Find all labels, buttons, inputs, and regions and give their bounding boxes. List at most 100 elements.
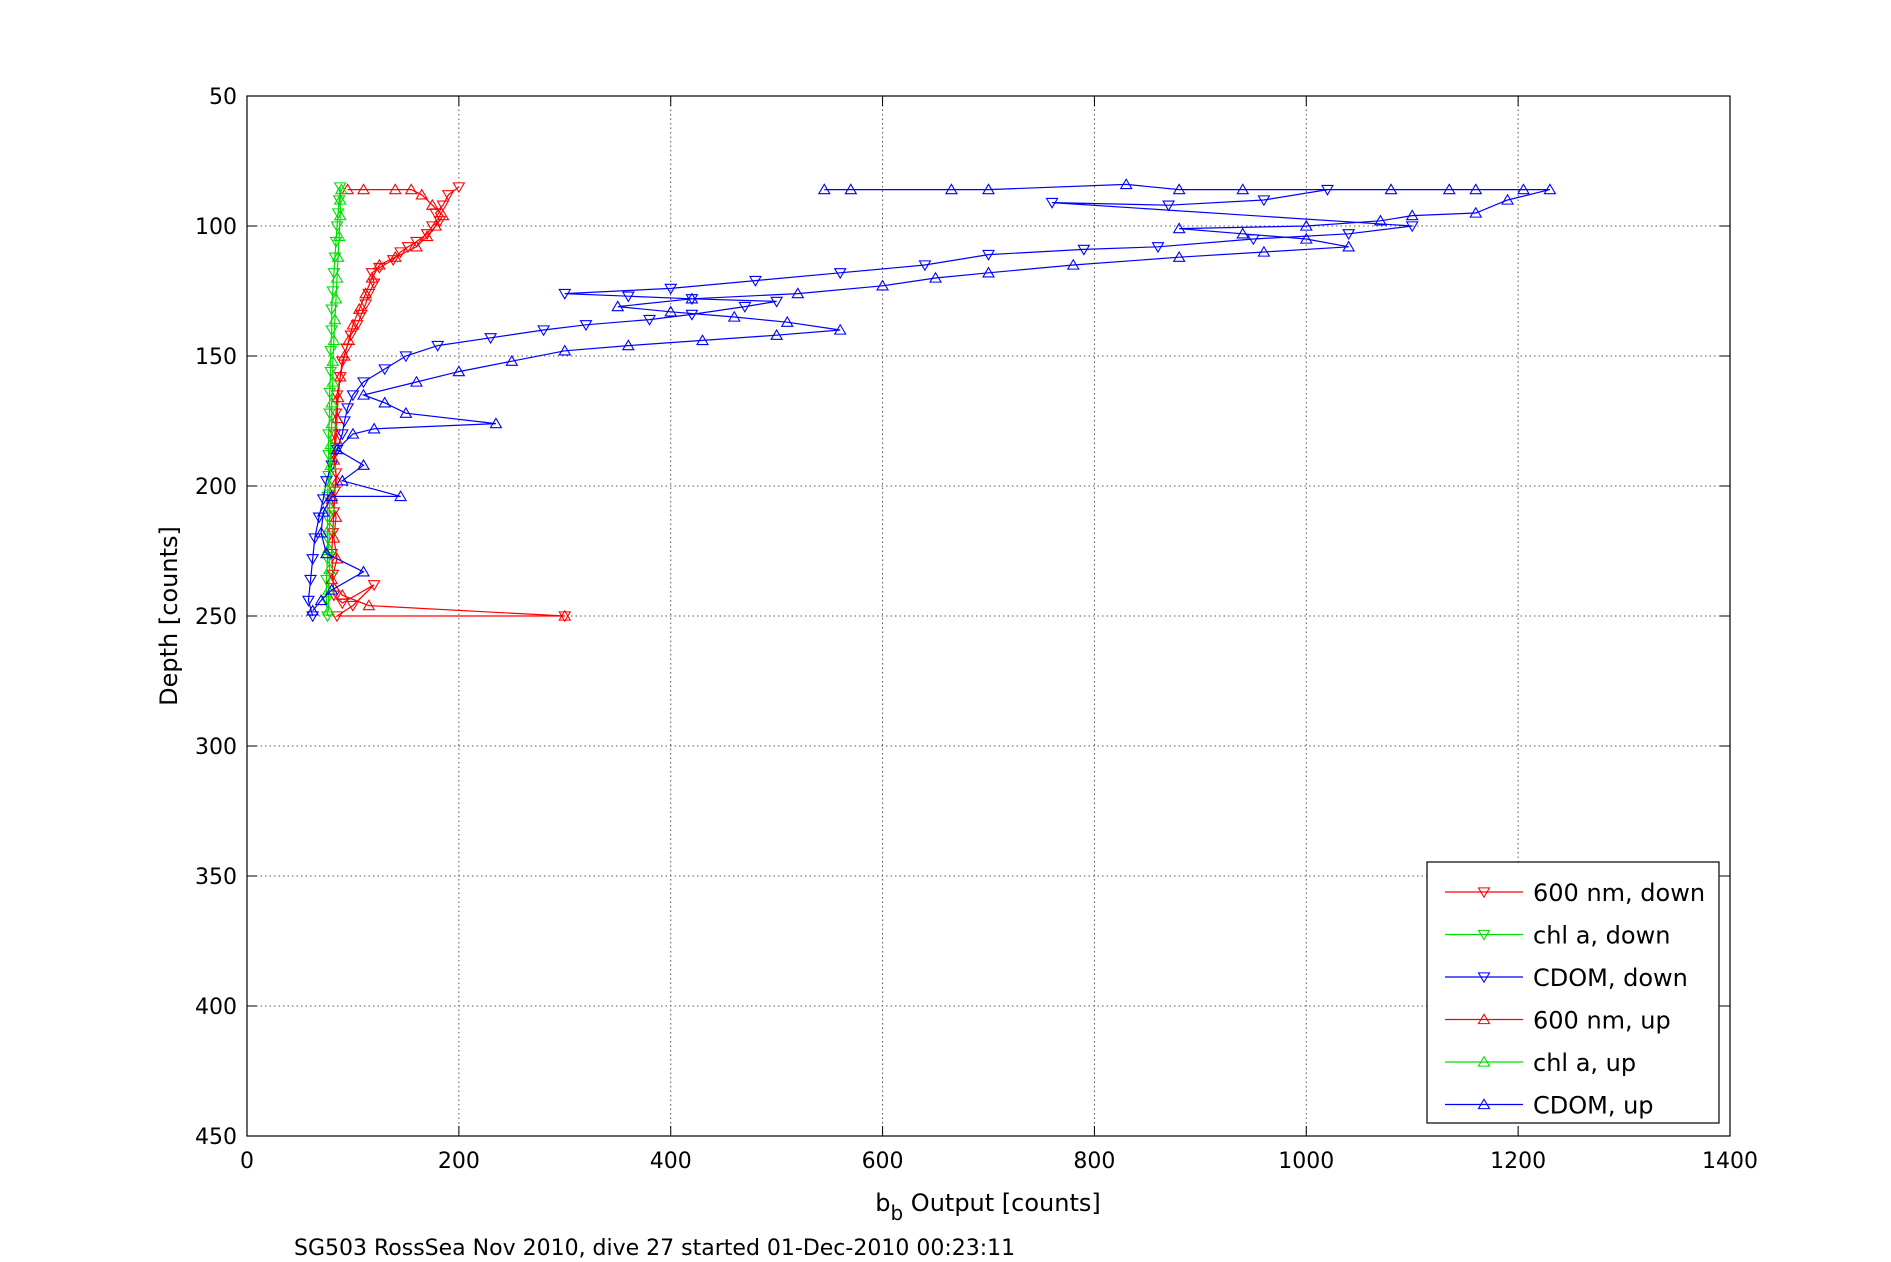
data-point-cdom-up (325, 490, 339, 502)
data-point-600-nm-down (335, 356, 349, 368)
data-point-cdom-up (1384, 183, 1398, 195)
data-point-cdom-up (944, 183, 958, 195)
data-point-600-nm-up (365, 271, 379, 283)
data-point-chl-a-down (322, 450, 336, 462)
data-point-600-nm-up (558, 609, 572, 621)
data-point-chl-a-up (323, 521, 337, 533)
data-point-600-nm-down (367, 580, 381, 592)
data-point-cdom-down (1342, 229, 1356, 241)
data-point-cdom-up (844, 183, 858, 195)
data-point-cdom-up (982, 183, 995, 195)
data-point-cdom-down (399, 351, 413, 363)
data-point-chl-a-up (333, 209, 347, 221)
legend-swatch-marker (1477, 929, 1491, 941)
data-point-cdom-down (748, 275, 762, 287)
data-point-cdom-up (505, 354, 519, 366)
data-point-chl-a-up (323, 479, 337, 491)
data-point-600-nm-up (425, 198, 439, 210)
data-point-600-nm-up (436, 209, 450, 221)
data-point-cdom-down (304, 574, 318, 586)
data-point-cdom-up (817, 183, 831, 195)
data-point-600-nm-down (350, 320, 364, 332)
data-point-cdom-up (357, 565, 370, 577)
legend-label: chl a, up (1533, 1049, 1636, 1077)
data-point-600-nm-down (333, 372, 347, 384)
series-600-nm-up (325, 183, 572, 621)
y-tick-label: 350 (195, 865, 237, 890)
y-tick-label: 150 (195, 345, 237, 370)
data-point-chl-a-down (323, 408, 337, 420)
data-point-cdom-down (316, 494, 330, 506)
data-point-cdom-up (770, 328, 784, 340)
data-point-600-nm-up (331, 391, 345, 403)
y-tick-label: 450 (195, 1125, 237, 1150)
data-point-cdom-up (314, 526, 328, 538)
data-point-cdom-up (727, 310, 741, 322)
data-point-cdom-down (335, 429, 349, 441)
data-point-chl-a-down (331, 208, 345, 220)
data-point-600-nm-up (329, 432, 343, 444)
data-point-cdom-up (1066, 258, 1080, 270)
data-point-600-nm-up (330, 552, 344, 564)
data-point-cdom-up (780, 315, 794, 327)
legend-label: CDOM, up (1533, 1092, 1654, 1120)
data-point-600-nm-up (415, 188, 429, 200)
y-tick-label: 100 (195, 215, 237, 240)
data-point-cdom-up (1373, 214, 1387, 226)
legend: 600 nm, down chl a, down CDOM, down 600 nm,… (1426, 861, 1720, 1124)
data-point-chl-a-down (326, 286, 340, 298)
data-point-cdom-down (306, 554, 320, 566)
data-point-chl-a-up (334, 183, 348, 195)
legend-item-600-nm-up: 600 nm, up (1445, 1007, 1671, 1035)
y-tick-label: 300 (195, 735, 237, 760)
data-point-cdom-down (833, 268, 847, 280)
y-tick-label: 250 (195, 605, 237, 630)
data-point-cdom-up (1469, 206, 1483, 218)
data-point-chl-a-up (322, 604, 336, 616)
data-point-cdom-down (346, 390, 360, 402)
data-point-cdom-up (1501, 193, 1515, 205)
data-point-cdom-up (357, 458, 370, 470)
data-point-cdom-down (537, 325, 551, 337)
data-point-cdom-down (306, 611, 320, 623)
data-point-cdom-down (308, 533, 322, 545)
data-point-chl-a-up (330, 271, 344, 283)
data-point-cdom-up (1299, 232, 1313, 244)
data-point-cdom-up (1299, 219, 1313, 231)
series-cdom-up (306, 178, 1557, 616)
data-point-cdom-down (1077, 244, 1091, 256)
data-point-600-nm-up (330, 412, 344, 424)
data-point-chl-a-up (326, 375, 340, 387)
data-point-cdom-up (319, 547, 333, 559)
data-point-cdom-up (685, 292, 699, 304)
data-point-cdom-up (696, 334, 709, 346)
data-point-chl-a-up (333, 193, 347, 205)
data-point-600-nm-down (452, 182, 466, 194)
x-tick-label: 600 (862, 1149, 904, 1174)
data-point-600-nm-down (354, 309, 368, 321)
data-point-cdom-up (316, 505, 330, 517)
data-point-cdom-down (431, 340, 445, 352)
series-chl-a-up (322, 183, 348, 616)
data-point-600-nm-up (341, 183, 355, 195)
y-tick-label: 50 (209, 85, 237, 110)
data-point-cdom-up (1172, 183, 1186, 195)
data-point-chl-a-down (324, 366, 338, 378)
data-point-cdom-up (1172, 250, 1186, 262)
data-point-chl-a-up (332, 230, 346, 242)
series-line-600-nm-up (331, 189, 565, 617)
data-point-600-nm-down (367, 278, 381, 290)
legend-swatch-marker (1477, 887, 1491, 899)
data-point-cdom-up (1257, 245, 1271, 257)
data-point-cdom-up (325, 583, 339, 595)
data-point-600-nm-up (388, 183, 402, 195)
data-point-cdom-up (1342, 240, 1356, 252)
svg-text:bb Output [counts]: bb Output [counts] (875, 1189, 1101, 1225)
data-point-600-nm-down (330, 611, 344, 623)
legend-label: 600 nm, down (1533, 879, 1705, 907)
data-point-600-nm-up (325, 492, 339, 504)
data-point-600-nm-up (333, 370, 347, 382)
data-point-chl-a-up (325, 396, 339, 408)
data-point-chl-a-down (321, 611, 334, 623)
